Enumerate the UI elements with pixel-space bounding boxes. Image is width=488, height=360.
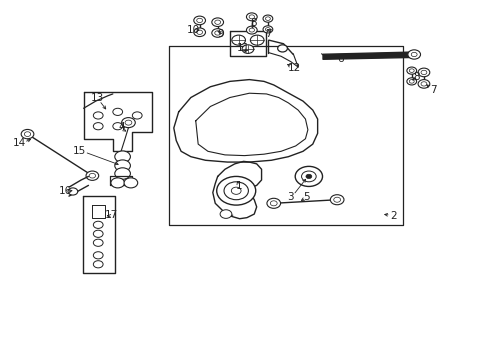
Text: 6: 6 <box>337 54 343 64</box>
Text: 17: 17 <box>105 210 118 220</box>
Circle shape <box>224 182 248 200</box>
Circle shape <box>246 26 257 34</box>
Circle shape <box>408 80 413 83</box>
Text: 7: 7 <box>429 85 436 95</box>
Circle shape <box>266 198 280 208</box>
Circle shape <box>211 18 223 27</box>
Circle shape <box>193 16 205 25</box>
Text: 12: 12 <box>287 63 300 73</box>
Circle shape <box>86 171 99 180</box>
Text: 4: 4 <box>118 122 124 132</box>
Text: 5: 5 <box>303 192 309 202</box>
Circle shape <box>93 261 103 268</box>
Circle shape <box>68 188 78 195</box>
Circle shape <box>113 108 122 116</box>
Circle shape <box>305 174 311 179</box>
Circle shape <box>263 15 272 22</box>
Text: 16: 16 <box>58 186 72 196</box>
Circle shape <box>410 52 416 57</box>
Circle shape <box>417 68 429 77</box>
Circle shape <box>406 67 416 74</box>
Circle shape <box>24 132 31 136</box>
Circle shape <box>407 50 420 59</box>
Circle shape <box>196 30 202 35</box>
Circle shape <box>330 195 343 205</box>
Circle shape <box>333 197 340 202</box>
Text: 13: 13 <box>90 93 103 103</box>
Circle shape <box>115 160 130 171</box>
Circle shape <box>21 130 34 139</box>
Circle shape <box>93 221 103 228</box>
Circle shape <box>420 82 426 86</box>
Circle shape <box>89 174 95 178</box>
Circle shape <box>220 210 231 219</box>
Text: 10: 10 <box>186 25 200 35</box>
Circle shape <box>420 70 426 75</box>
Circle shape <box>122 118 135 128</box>
Text: 8: 8 <box>250 18 257 28</box>
Circle shape <box>132 112 142 119</box>
Circle shape <box>93 230 103 237</box>
Circle shape <box>277 45 287 52</box>
Circle shape <box>265 28 270 31</box>
Circle shape <box>408 69 413 72</box>
Circle shape <box>115 168 130 179</box>
Circle shape <box>231 35 245 45</box>
Text: 7: 7 <box>264 29 271 39</box>
Circle shape <box>115 151 130 162</box>
Text: 2: 2 <box>389 211 396 221</box>
Circle shape <box>270 201 277 206</box>
Circle shape <box>216 176 255 205</box>
Text: 3: 3 <box>287 192 294 202</box>
Circle shape <box>295 166 322 186</box>
Circle shape <box>406 78 416 85</box>
Circle shape <box>263 26 272 33</box>
Circle shape <box>111 178 124 188</box>
Text: 1: 1 <box>235 181 242 192</box>
Circle shape <box>211 29 223 37</box>
Circle shape <box>417 80 429 88</box>
Text: 14: 14 <box>13 139 26 148</box>
Circle shape <box>301 171 316 182</box>
Circle shape <box>93 112 103 119</box>
Circle shape <box>231 187 241 194</box>
Circle shape <box>196 18 202 23</box>
Circle shape <box>93 252 103 259</box>
Circle shape <box>242 45 253 53</box>
Circle shape <box>113 123 122 130</box>
Circle shape <box>248 15 254 19</box>
Circle shape <box>248 28 254 32</box>
Text: 8: 8 <box>412 72 419 82</box>
Circle shape <box>93 123 103 130</box>
Circle shape <box>93 239 103 246</box>
Circle shape <box>124 178 138 188</box>
Text: 15: 15 <box>73 145 86 156</box>
Circle shape <box>265 17 270 21</box>
Circle shape <box>214 20 220 24</box>
Circle shape <box>193 28 205 37</box>
Circle shape <box>125 120 132 125</box>
Text: 11: 11 <box>236 43 250 53</box>
Circle shape <box>246 13 257 21</box>
Circle shape <box>250 35 264 45</box>
Circle shape <box>214 31 220 35</box>
Text: 9: 9 <box>217 29 224 39</box>
